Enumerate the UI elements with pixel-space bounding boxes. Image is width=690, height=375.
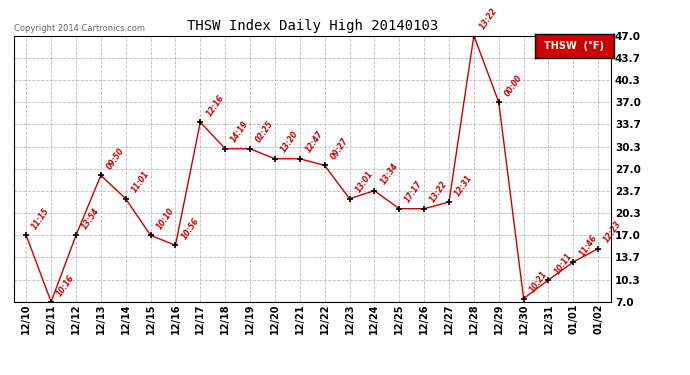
Text: 11:01: 11:01	[130, 170, 151, 195]
Text: 00:00: 00:00	[503, 73, 524, 98]
Text: 10:56: 10:56	[179, 216, 201, 241]
Text: 12:47: 12:47	[304, 130, 325, 154]
Text: 09:27: 09:27	[329, 136, 350, 161]
Text: 12:23: 12:23	[602, 220, 624, 245]
Title: THSW Index Daily High 20140103: THSW Index Daily High 20140103	[186, 19, 438, 33]
Text: 17:17: 17:17	[404, 180, 424, 204]
Text: 10:16: 10:16	[55, 273, 77, 298]
Text: 02:25: 02:25	[254, 120, 275, 145]
Text: 13:22: 13:22	[428, 180, 449, 204]
Text: 09:50: 09:50	[105, 146, 126, 171]
Text: 11:15: 11:15	[30, 206, 52, 231]
Text: 13:54: 13:54	[80, 206, 101, 231]
Text: THSW  (°F): THSW (°F)	[544, 41, 604, 51]
Text: 12:16: 12:16	[204, 93, 226, 118]
Text: Copyright 2014 Cartronics.com: Copyright 2014 Cartronics.com	[14, 24, 145, 33]
Text: 10:11: 10:11	[553, 251, 574, 276]
Text: 13:20: 13:20	[279, 130, 300, 154]
Text: 10:21: 10:21	[528, 270, 549, 294]
Text: 12:31: 12:31	[453, 173, 474, 198]
Text: 13:01: 13:01	[354, 170, 375, 195]
Text: 10:10: 10:10	[155, 206, 176, 231]
Text: 13:34: 13:34	[379, 162, 400, 186]
Text: 13:22: 13:22	[478, 7, 499, 32]
Text: 11:46: 11:46	[578, 233, 599, 258]
Text: 14:19: 14:19	[229, 120, 250, 145]
